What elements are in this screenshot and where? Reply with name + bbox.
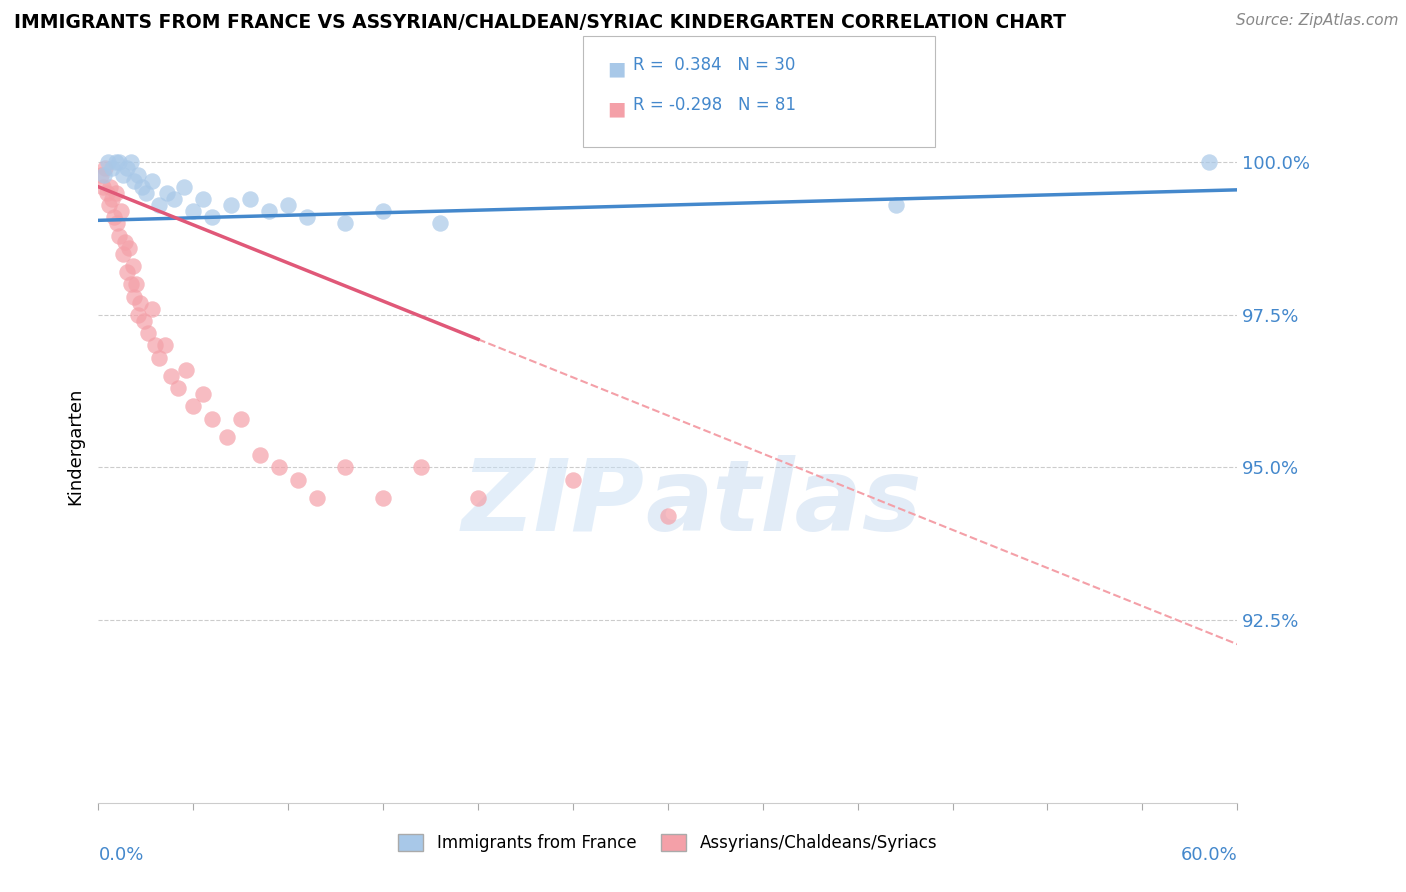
Point bbox=[335, 460, 357, 475]
Point bbox=[112, 168, 135, 182]
Point bbox=[159, 368, 181, 383]
Point bbox=[136, 326, 159, 341]
Point bbox=[467, 491, 489, 505]
Point bbox=[183, 400, 205, 414]
Text: Source: ZipAtlas.com: Source: ZipAtlas.com bbox=[1236, 13, 1399, 29]
Text: atlas: atlas bbox=[645, 455, 921, 551]
Point bbox=[173, 179, 195, 194]
Point bbox=[167, 381, 190, 395]
Point bbox=[221, 198, 243, 212]
Point bbox=[191, 387, 214, 401]
Point bbox=[657, 509, 679, 524]
Point bbox=[91, 179, 114, 194]
Point bbox=[115, 265, 138, 279]
Point bbox=[411, 460, 433, 475]
Point bbox=[267, 460, 290, 475]
Point bbox=[131, 179, 153, 194]
Point bbox=[156, 186, 179, 200]
Point bbox=[135, 186, 157, 200]
Point bbox=[97, 155, 120, 169]
Text: 0.0%: 0.0% bbox=[98, 846, 143, 863]
Point bbox=[259, 204, 281, 219]
Point bbox=[121, 259, 143, 273]
Text: ■: ■ bbox=[607, 60, 626, 78]
Text: ZIP: ZIP bbox=[463, 455, 645, 551]
Point bbox=[114, 235, 136, 249]
Point bbox=[120, 155, 142, 169]
Point bbox=[96, 186, 118, 200]
Point bbox=[335, 216, 357, 230]
Point bbox=[129, 295, 152, 310]
Point bbox=[90, 168, 112, 182]
Point bbox=[141, 174, 163, 188]
Point bbox=[124, 174, 146, 188]
Point bbox=[277, 198, 299, 212]
Point bbox=[305, 491, 328, 505]
Point bbox=[163, 192, 186, 206]
Point bbox=[191, 192, 214, 206]
Point bbox=[201, 411, 224, 425]
Point bbox=[153, 338, 176, 352]
Point bbox=[107, 216, 129, 230]
Point bbox=[118, 241, 141, 255]
Point bbox=[104, 186, 127, 200]
Point bbox=[103, 211, 125, 225]
Point bbox=[125, 277, 148, 292]
Text: IMMIGRANTS FROM FRANCE VS ASSYRIAN/CHALDEAN/SYRIAC KINDERGARTEN CORRELATION CHAR: IMMIGRANTS FROM FRANCE VS ASSYRIAN/CHALD… bbox=[14, 13, 1066, 32]
Point bbox=[183, 204, 205, 219]
Point bbox=[1198, 155, 1220, 169]
Point bbox=[141, 301, 163, 316]
Point bbox=[93, 168, 115, 182]
Point bbox=[287, 473, 309, 487]
Point bbox=[124, 289, 146, 303]
Legend: Immigrants from France, Assyrians/Chaldeans/Syriacs: Immigrants from France, Assyrians/Chalde… bbox=[392, 827, 943, 859]
Point bbox=[239, 192, 262, 206]
Point bbox=[371, 204, 394, 219]
Text: ■: ■ bbox=[607, 100, 626, 119]
Point bbox=[94, 161, 117, 176]
Y-axis label: Kindergarten: Kindergarten bbox=[66, 387, 84, 505]
Point bbox=[110, 204, 132, 219]
Point bbox=[127, 168, 149, 182]
Text: R =  0.384   N = 30: R = 0.384 N = 30 bbox=[633, 56, 794, 74]
Point bbox=[229, 411, 252, 425]
Text: R = -0.298   N = 81: R = -0.298 N = 81 bbox=[633, 96, 801, 114]
Point bbox=[120, 277, 142, 292]
Text: 60.0%: 60.0% bbox=[1181, 846, 1237, 863]
Point bbox=[132, 314, 155, 328]
Point bbox=[127, 308, 149, 322]
Point bbox=[100, 192, 122, 206]
Point bbox=[148, 198, 170, 212]
Point bbox=[100, 161, 122, 176]
Point bbox=[201, 211, 224, 225]
Point bbox=[97, 198, 120, 212]
Point bbox=[562, 473, 585, 487]
Point bbox=[112, 247, 135, 261]
Point bbox=[145, 338, 167, 352]
Point bbox=[98, 179, 121, 194]
Point bbox=[108, 228, 131, 243]
Point bbox=[297, 211, 319, 225]
Point bbox=[174, 363, 197, 377]
Point bbox=[371, 491, 394, 505]
Point bbox=[104, 155, 127, 169]
Point bbox=[884, 198, 907, 212]
Point bbox=[217, 430, 239, 444]
Point bbox=[249, 448, 271, 462]
Point bbox=[148, 351, 170, 365]
Point bbox=[429, 216, 451, 230]
Point bbox=[108, 155, 131, 169]
Point bbox=[115, 161, 138, 176]
